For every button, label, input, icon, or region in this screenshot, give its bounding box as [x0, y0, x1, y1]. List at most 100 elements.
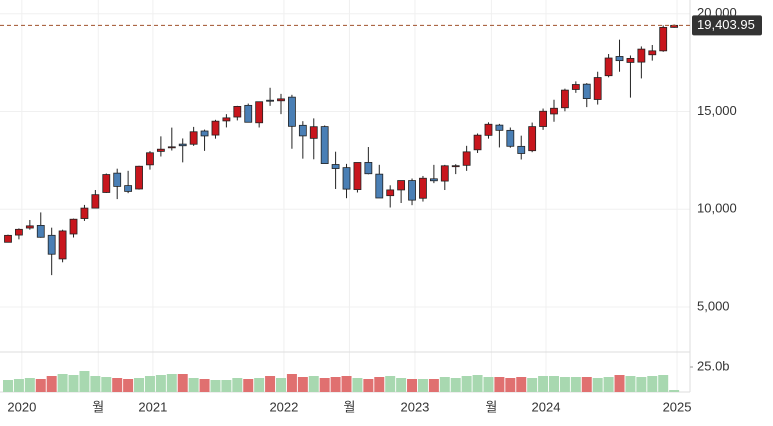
volume-bar	[297, 377, 308, 392]
candle-body	[593, 77, 602, 100]
candle-body	[15, 228, 23, 236]
candle-body	[386, 189, 395, 197]
candle-body	[331, 164, 340, 169]
candle-body	[550, 107, 558, 115]
volume-bar	[559, 377, 570, 392]
candle-body	[298, 124, 307, 137]
volume-bar	[428, 379, 439, 392]
volume-bar	[46, 376, 57, 392]
volume-bar	[90, 376, 101, 392]
volume-bar	[308, 376, 319, 392]
volume-bar	[472, 375, 483, 392]
volume-bar	[461, 376, 472, 392]
candle-body	[255, 101, 264, 124]
candle-body	[364, 162, 373, 175]
candle-body	[473, 134, 482, 151]
volume-bar	[592, 378, 603, 392]
volume-bar	[570, 377, 581, 392]
candle-body	[539, 110, 547, 127]
candle-body	[36, 224, 45, 238]
volume-bar	[439, 377, 450, 392]
volume-bar	[527, 378, 538, 392]
volume-bar	[352, 378, 363, 392]
volume-bar	[407, 379, 418, 392]
volume-bar	[101, 377, 112, 392]
candle-body	[571, 84, 580, 90]
x-tick-label: 2020	[7, 399, 36, 414]
candle-body	[146, 152, 154, 166]
volume-bar	[134, 378, 145, 392]
candle-body	[462, 151, 471, 166]
volume-bar	[155, 375, 166, 392]
candle-body	[58, 230, 67, 260]
volume-bar	[243, 379, 254, 392]
y-tick-label: 10,000	[697, 201, 737, 216]
x-tick-label: 2023	[400, 399, 429, 414]
volume-bar	[494, 377, 505, 392]
candle-body	[561, 89, 569, 109]
volume-bar	[177, 374, 188, 392]
volume-bar	[450, 378, 461, 392]
volume-bar	[363, 379, 374, 392]
last-value-label: 19,403.95	[697, 17, 755, 32]
volume-bar	[199, 379, 210, 392]
volume-bar	[68, 375, 79, 392]
volume-bar	[276, 378, 286, 392]
candle-body	[277, 98, 285, 102]
candle-body	[288, 96, 296, 127]
volume-bar	[254, 378, 265, 392]
volume-bar	[581, 377, 592, 392]
volume-bar	[505, 378, 516, 392]
volume-bar	[538, 376, 549, 392]
volume-bar	[330, 377, 341, 392]
candle-body	[233, 106, 242, 118]
candle-body	[637, 48, 646, 63]
volume-bar	[669, 390, 680, 392]
candle-body	[91, 194, 100, 209]
volume-bar	[549, 376, 559, 392]
volume-bar	[647, 376, 658, 392]
volume-bar	[625, 376, 636, 392]
x-tick-label: 월	[485, 399, 497, 414]
candle-body	[189, 131, 198, 145]
candle-body	[4, 234, 12, 243]
candle-body	[69, 218, 78, 235]
candle-body	[615, 56, 624, 62]
candle-body	[484, 123, 493, 136]
volume-bar	[232, 378, 243, 392]
volume-bar	[35, 379, 46, 392]
candle-body	[659, 26, 668, 52]
candle-body	[102, 174, 111, 193]
volume-bar	[188, 378, 199, 392]
candle-body	[135, 165, 143, 190]
candle-body	[178, 143, 187, 147]
volume-bar	[319, 378, 330, 392]
candle-body	[200, 130, 209, 137]
candle-body	[244, 104, 253, 123]
candle-body	[25, 225, 34, 229]
y-tick-label: 15,000	[697, 103, 737, 118]
volume-bar	[144, 376, 155, 392]
volume-bar	[374, 377, 385, 392]
volume-bar	[13, 379, 24, 392]
candle-body	[156, 148, 165, 152]
last-value-box	[692, 15, 762, 36]
x-tick-label: 월	[92, 399, 104, 414]
x-tick-label: 2025	[663, 399, 692, 414]
volume-bar	[483, 377, 494, 392]
candle-body	[222, 117, 231, 122]
volume-bar	[614, 375, 625, 392]
volume-bar	[221, 380, 232, 392]
candle-body	[495, 124, 504, 131]
candle-body	[582, 83, 591, 99]
volume-bar	[112, 378, 123, 392]
candle-body	[309, 126, 318, 139]
candle-body	[266, 99, 274, 102]
candle-body	[353, 162, 362, 190]
x-tick-label: 2024	[532, 399, 561, 414]
candle-body	[517, 145, 526, 154]
candle-body	[124, 185, 133, 192]
volume-bar	[24, 378, 35, 392]
candle-body	[167, 146, 176, 149]
